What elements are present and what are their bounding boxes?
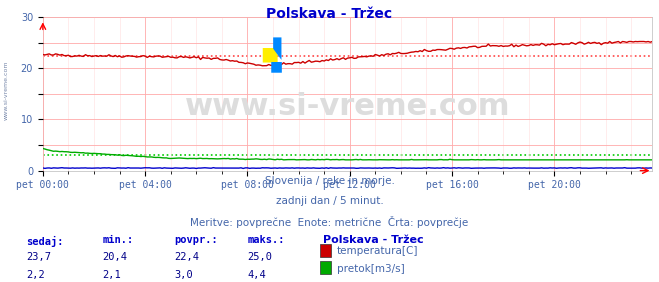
Text: sedaj:: sedaj: [26, 235, 64, 246]
Text: www.si-vreme.com: www.si-vreme.com [185, 92, 510, 121]
Text: 2,1: 2,1 [102, 270, 121, 280]
Text: pretok[m3/s]: pretok[m3/s] [337, 264, 405, 274]
Text: povpr.:: povpr.: [175, 235, 218, 245]
Text: 23,7: 23,7 [26, 252, 51, 262]
Text: Polskava - Tržec: Polskava - Tržec [323, 235, 424, 245]
Text: maks.:: maks.: [247, 235, 285, 245]
Text: 3,0: 3,0 [175, 270, 193, 280]
Text: 2,2: 2,2 [26, 270, 45, 280]
Text: www.si-vreme.com: www.si-vreme.com [3, 61, 9, 120]
Text: Meritve: povprečne  Enote: metrične  Črta: povprečje: Meritve: povprečne Enote: metrične Črta:… [190, 216, 469, 228]
Text: 22,4: 22,4 [175, 252, 200, 262]
Text: 25,0: 25,0 [247, 252, 272, 262]
Text: Polskava - Tržec: Polskava - Tržec [266, 7, 393, 21]
Text: ■: ■ [270, 59, 283, 73]
Text: temperatura[C]: temperatura[C] [337, 246, 418, 256]
Text: zadnji dan / 5 minut.: zadnji dan / 5 minut. [275, 196, 384, 206]
Text: 20,4: 20,4 [102, 252, 127, 262]
Text: min.:: min.: [102, 235, 133, 245]
Text: 4,4: 4,4 [247, 270, 266, 280]
Text: ■: ■ [260, 44, 279, 63]
Text: Slovenija / reke in morje.: Slovenija / reke in morje. [264, 176, 395, 186]
